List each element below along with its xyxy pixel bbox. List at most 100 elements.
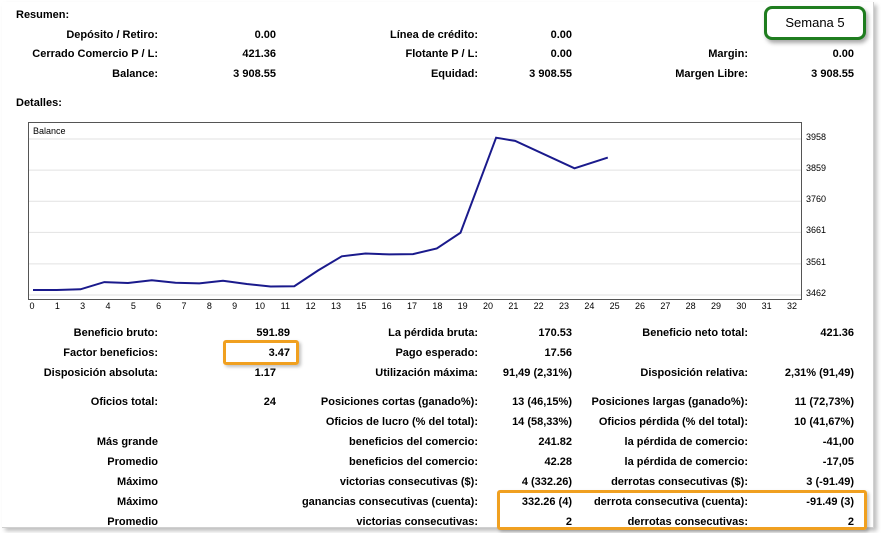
x-tick-label: 19 [457, 301, 468, 311]
equity-value: 3 908.55 [529, 68, 572, 80]
x-tick-label: 3 [80, 301, 86, 311]
avg-cons-losses-value: 2 [847, 516, 854, 528]
long-positions-value: 11 (72,73%) [794, 396, 854, 408]
net-profit-label: Beneficio neto total: [642, 327, 748, 339]
x-tick-label: 31 [761, 301, 772, 311]
avg-cons-wins-value: 2 [565, 516, 572, 528]
average-label: Promedio [107, 456, 158, 468]
free-margin-value: 3 908.55 [811, 68, 854, 80]
x-tick-label: 5 [130, 301, 136, 311]
chart-title: Balance [33, 126, 66, 136]
largest-loss-value: -41,00 [822, 436, 854, 448]
avg-cons-losses-label: derrotas consecutivas: [627, 516, 748, 528]
average-loss-value: -17,05 [822, 456, 854, 468]
margin-value: 0.00 [832, 48, 854, 60]
max-utilization-value: 91,49 (2,31%) [502, 367, 572, 379]
margin-label: Margin: [708, 48, 748, 60]
abs-drawdown-value: 1.17 [254, 367, 276, 379]
x-tick-label: 22 [533, 301, 544, 311]
profit-factor-label: Factor beneficios: [63, 347, 158, 359]
largest-profit-label: beneficios del comercio: [349, 436, 478, 448]
x-tick-label: 27 [660, 301, 671, 311]
y-tick-label: 3561 [806, 256, 827, 267]
gross-loss-label: La pérdida bruta: [388, 327, 478, 339]
balance-chart-plot [29, 136, 801, 296]
profit-trades-label: Oficios de lucro (% del total): [325, 416, 478, 428]
max-cons-profit-label: ganancias consecutivas (cuenta): [301, 496, 478, 508]
balance-line [33, 136, 609, 291]
balance-value: 3 908.55 [233, 68, 276, 80]
credit-value: 0.00 [550, 29, 572, 41]
free-margin-label: Margen Libre: [675, 68, 748, 80]
balance-label: Balance: [112, 68, 158, 80]
y-tick-label: 3760 [806, 194, 827, 205]
x-tick-label: 24 [584, 301, 595, 311]
week-badge: Semana 5 [764, 6, 866, 40]
x-tick-label: 26 [634, 301, 645, 311]
x-tick-label: 6 [156, 301, 162, 311]
y-tick-label: 3462 [806, 288, 827, 298]
loss-trades-label: Oficios pérdida (% del total): [598, 416, 748, 428]
floating-pl-value: 0.00 [550, 48, 572, 60]
y-tick-label: 3958 [806, 132, 827, 142]
credit-label: Línea de crédito: [389, 29, 478, 41]
x-tick-label: 21 [508, 301, 519, 311]
average-profit-label: beneficios del comercio: [349, 456, 478, 468]
gross-loss-value: 170.53 [538, 327, 572, 339]
max-cons-losses-label: derrotas consecutivas ($): [611, 476, 748, 488]
x-tick-label: 32 [786, 301, 797, 311]
consecutive-highlight [497, 490, 867, 530]
x-tick-label: 23 [558, 301, 569, 311]
max-cons-profit-value: 332.26 (4) [521, 496, 572, 508]
summary-title: Resumen: [16, 9, 70, 21]
report-frame [2, 2, 874, 528]
profit-factor-highlight [223, 340, 299, 365]
long-positions-label: Posiciones largas (ganado%): [591, 396, 748, 408]
rel-drawdown-label: Disposición relativa: [640, 367, 748, 379]
max-cons-loss-label: derrota consecutiva (cuenta): [593, 496, 748, 508]
profit-trades-value: 14 (58,33%) [512, 416, 572, 428]
balance-chart: Balance [28, 122, 802, 300]
x-tick-label: 16 [381, 301, 392, 311]
x-tick-label: 10 [254, 301, 265, 311]
largest-label: Más grande [96, 436, 158, 448]
x-tick-label: 17 [406, 301, 417, 311]
largest-profit-value: 241.82 [538, 436, 572, 448]
x-tick-label: 4 [105, 301, 111, 311]
gross-profit-value: 591.89 [256, 327, 290, 339]
x-tick-label: 30 [736, 301, 747, 311]
deposit-value: 0.00 [254, 29, 276, 41]
x-tick-label: 28 [685, 301, 696, 311]
average-profit-value: 42.28 [544, 456, 572, 468]
max-cons-loss-value: -91.49 (3) [806, 496, 854, 508]
x-tick-label: 29 [710, 301, 721, 311]
short-positions-label: Posiciones cortas (ganado%): [320, 396, 478, 408]
expected-payoff-value: 17.56 [544, 347, 572, 359]
max-cons-losses-value: 3 (-91.49) [806, 476, 854, 488]
largest-loss-label: la pérdida de comercio: [624, 436, 748, 448]
x-tick-label: 9 [232, 301, 238, 311]
floating-pl-label: Flotante P / L: [405, 48, 478, 60]
total-trades-value: 24 [263, 396, 276, 408]
x-tick-label: 11 [280, 301, 290, 311]
chart-grid [29, 138, 801, 296]
y-tick-label: 3661 [806, 225, 827, 236]
abs-drawdown-label: Disposición absoluta: [43, 367, 158, 379]
gross-profit-label: Beneficio bruto: [73, 327, 158, 339]
max-utilization-label: Utilización máxima: [375, 367, 478, 379]
x-tick-label: 15 [356, 301, 367, 311]
x-tick-label: 25 [609, 301, 620, 311]
x-tick-label: 13 [330, 301, 341, 311]
expected-payoff-label: Pago esperado: [395, 347, 478, 359]
maximal-label: Máximo [117, 496, 158, 508]
x-tick-label: 18 [432, 301, 443, 311]
max-cons-wins-label: victorias consecutivas ($): [339, 476, 478, 488]
loss-trades-value: 10 (41,67%) [794, 416, 854, 428]
equity-label: Equidad: [430, 68, 478, 80]
deposit-label: Depósito / Retiro: [66, 29, 158, 41]
details-title: Detalles: [16, 97, 62, 109]
y-tick-label: 3859 [806, 163, 827, 174]
avg-label: Promedio [107, 516, 158, 528]
x-tick-label: 1 [54, 301, 60, 311]
short-positions-value: 13 (46,15%) [512, 396, 572, 408]
